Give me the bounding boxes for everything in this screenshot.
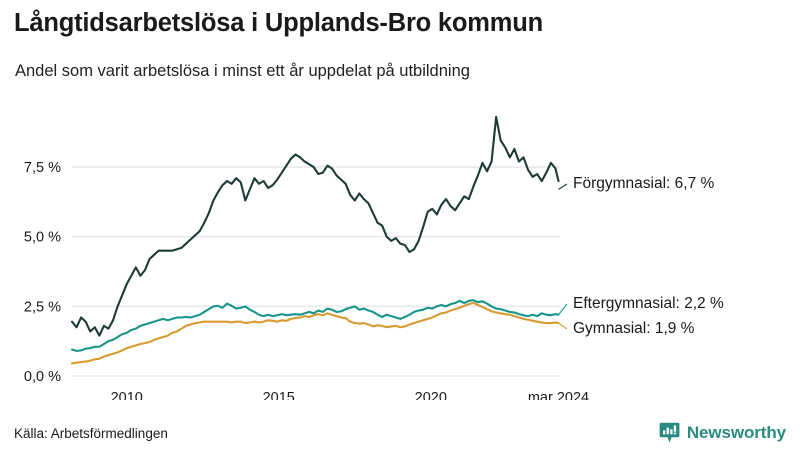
series-leader-line — [558, 303, 568, 316]
series-leader-line — [558, 322, 568, 330]
page-title: Långtidsarbetslösa i Upplands-Bro kommun — [14, 9, 543, 37]
brand-name: Newsworthy — [686, 423, 786, 442]
x-axis-tick-label: 2015 — [263, 390, 295, 400]
brand-logo: Newsworthy — [659, 422, 786, 444]
y-axis-tick-label: 7,5 % — [24, 160, 61, 176]
series-line-förgymnasial — [70, 115, 560, 337]
series-line-gymnasial — [70, 301, 560, 365]
y-axis-tick-label: 2,5 % — [24, 299, 61, 315]
page-subtitle: Andel som varit arbetslösa i minst ett å… — [15, 62, 470, 80]
y-axis-tick-label: 5,0 % — [24, 230, 61, 246]
series-label-gymnasial: Gymnasial: 1,9 % — [573, 320, 695, 337]
line-chart: 0,0 % 2,5 % 5,0 % 7,5 % 2010 2015 2020 mar 2024… — [24, 115, 724, 400]
x-axis-tick-label: 2020 — [415, 390, 447, 400]
chart-container: 0,0 % 2,5 % 5,0 % 7,5 % 2010 2015 2020 mar 2024… — [0, 95, 800, 400]
series-label-eftergymnasial: Eftergymnasial: 2,2 % — [573, 295, 724, 312]
y-axis-tick-label: 0,0 % — [24, 369, 61, 385]
x-axis-tick-label: 2010 — [111, 390, 143, 400]
source-note: Källa: Arbetsförmedlingen — [14, 426, 168, 441]
bar-chart-pin-icon — [659, 422, 680, 444]
series-leader-line — [558, 183, 568, 190]
series-line-eftergymnasial — [70, 299, 560, 352]
series-label-förgymnasial: Förgymnasial: 6,7 % — [573, 175, 714, 192]
x-axis-tick-label: mar 2024 — [528, 390, 589, 400]
